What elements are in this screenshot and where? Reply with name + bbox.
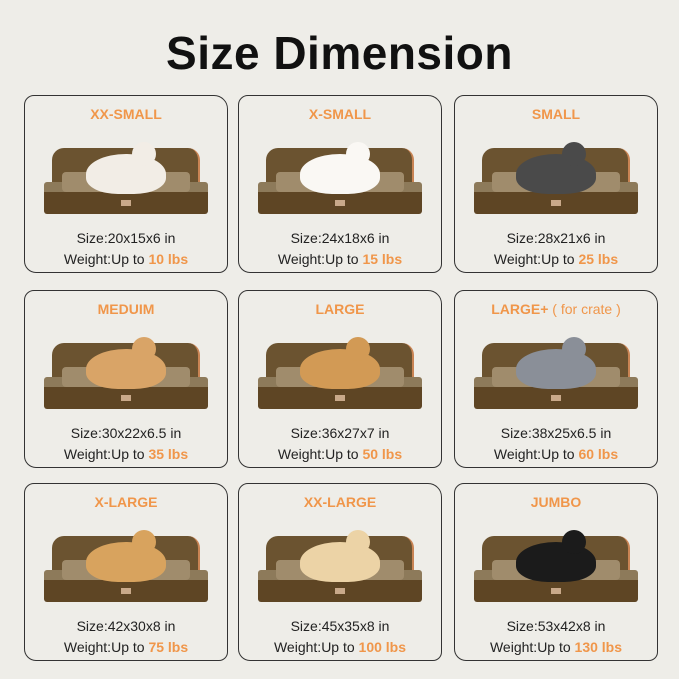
size-text: Size:38x25x6.5 in <box>500 425 612 441</box>
pet-image <box>86 530 166 582</box>
pet-image <box>516 530 596 582</box>
size-label: XX-LARGE <box>303 494 377 510</box>
bed-image <box>44 142 208 214</box>
pet-image <box>86 337 166 389</box>
size-card: X-LARGE Size:42x30x8 in Weight:Up to 75 … <box>24 483 228 661</box>
size-name: SMALL <box>455 106 657 122</box>
size-label: XX-SMALL <box>90 106 162 122</box>
weight-text: Weight:Up to 75 lbs <box>63 639 189 655</box>
size-name: JUMBO <box>455 494 657 510</box>
weight-text: Weight:Up to 130 lbs <box>489 639 623 655</box>
weight-text: Weight:Up to 35 lbs <box>63 446 189 462</box>
size-text: Size:24x18x6 in <box>290 230 390 246</box>
weight-text: Weight:Up to 10 lbs <box>63 251 189 267</box>
bed-image <box>44 530 208 602</box>
size-text: Size:36x27x7 in <box>290 425 390 441</box>
weight-value: 15 lbs <box>362 251 403 267</box>
size-label: X-LARGE <box>94 494 158 510</box>
bed-image <box>474 530 638 602</box>
size-note: ( for crate ) <box>552 301 621 317</box>
size-label: LARGE <box>315 301 365 317</box>
bed-image <box>258 530 422 602</box>
size-text: Size:20x15x6 in <box>76 230 176 246</box>
size-name: MEDUIM <box>25 301 227 317</box>
pet-image <box>86 142 166 194</box>
weight-text: Weight:Up to 60 lbs <box>493 446 619 462</box>
size-label: MEDUIM <box>97 301 155 317</box>
size-label: LARGE+ <box>491 301 549 317</box>
size-card: MEDUIM Size:30x22x6.5 in Weight:Up to 35… <box>24 290 228 468</box>
weight-value: 35 lbs <box>148 446 189 462</box>
size-card: LARGE+ ( for crate ) Size:38x25x6.5 in W… <box>454 290 658 468</box>
weight-text: Weight:Up to 25 lbs <box>493 251 619 267</box>
weight-value: 25 lbs <box>578 251 619 267</box>
size-name: XX-SMALL <box>25 106 227 122</box>
size-text: Size:30x22x6.5 in <box>70 425 182 441</box>
weight-value: 60 lbs <box>578 446 619 462</box>
weight-text: Weight:Up to 50 lbs <box>277 446 403 462</box>
bed-image <box>44 337 208 409</box>
size-name: LARGE+ ( for crate ) <box>455 301 657 317</box>
weight-value: 100 lbs <box>358 639 407 655</box>
pet-image <box>516 142 596 194</box>
pet-image <box>516 337 596 389</box>
size-card: XX-LARGE Size:45x35x8 in Weight:Up to 10… <box>238 483 442 661</box>
size-text: Size:42x30x8 in <box>76 618 176 634</box>
size-card: XX-SMALL Size:20x15x6 in Weight:Up to 10… <box>24 95 228 273</box>
size-text: Size:45x35x8 in <box>290 618 390 634</box>
bed-image <box>474 142 638 214</box>
size-name: X-SMALL <box>239 106 441 122</box>
size-label: X-SMALL <box>308 106 372 122</box>
size-name: XX-LARGE <box>239 494 441 510</box>
page-title: Size Dimension <box>166 27 513 79</box>
size-card: SMALL Size:28x21x6 in Weight:Up to 25 lb… <box>454 95 658 273</box>
size-name: X-LARGE <box>25 494 227 510</box>
weight-text: Weight:Up to 15 lbs <box>277 251 403 267</box>
pet-image <box>300 337 380 389</box>
size-card: LARGE Size:36x27x7 in Weight:Up to 50 lb… <box>238 290 442 468</box>
size-label: JUMBO <box>530 494 582 510</box>
size-name: LARGE <box>239 301 441 317</box>
bed-image <box>258 337 422 409</box>
weight-value: 130 lbs <box>574 639 623 655</box>
size-card: JUMBO Size:53x42x8 in Weight:Up to 130 l… <box>454 483 658 661</box>
weight-text: Weight:Up to 100 lbs <box>273 639 407 655</box>
size-card: X-SMALL Size:24x18x6 in Weight:Up to 15 … <box>238 95 442 273</box>
size-text: Size:28x21x6 in <box>506 230 606 246</box>
weight-value: 50 lbs <box>362 446 403 462</box>
pet-image <box>300 142 380 194</box>
weight-value: 75 lbs <box>148 639 189 655</box>
size-text: Size:53x42x8 in <box>506 618 606 634</box>
size-label: SMALL <box>531 106 581 122</box>
weight-value: 10 lbs <box>148 251 189 267</box>
bed-image <box>474 337 638 409</box>
pet-image <box>300 530 380 582</box>
bed-image <box>258 142 422 214</box>
